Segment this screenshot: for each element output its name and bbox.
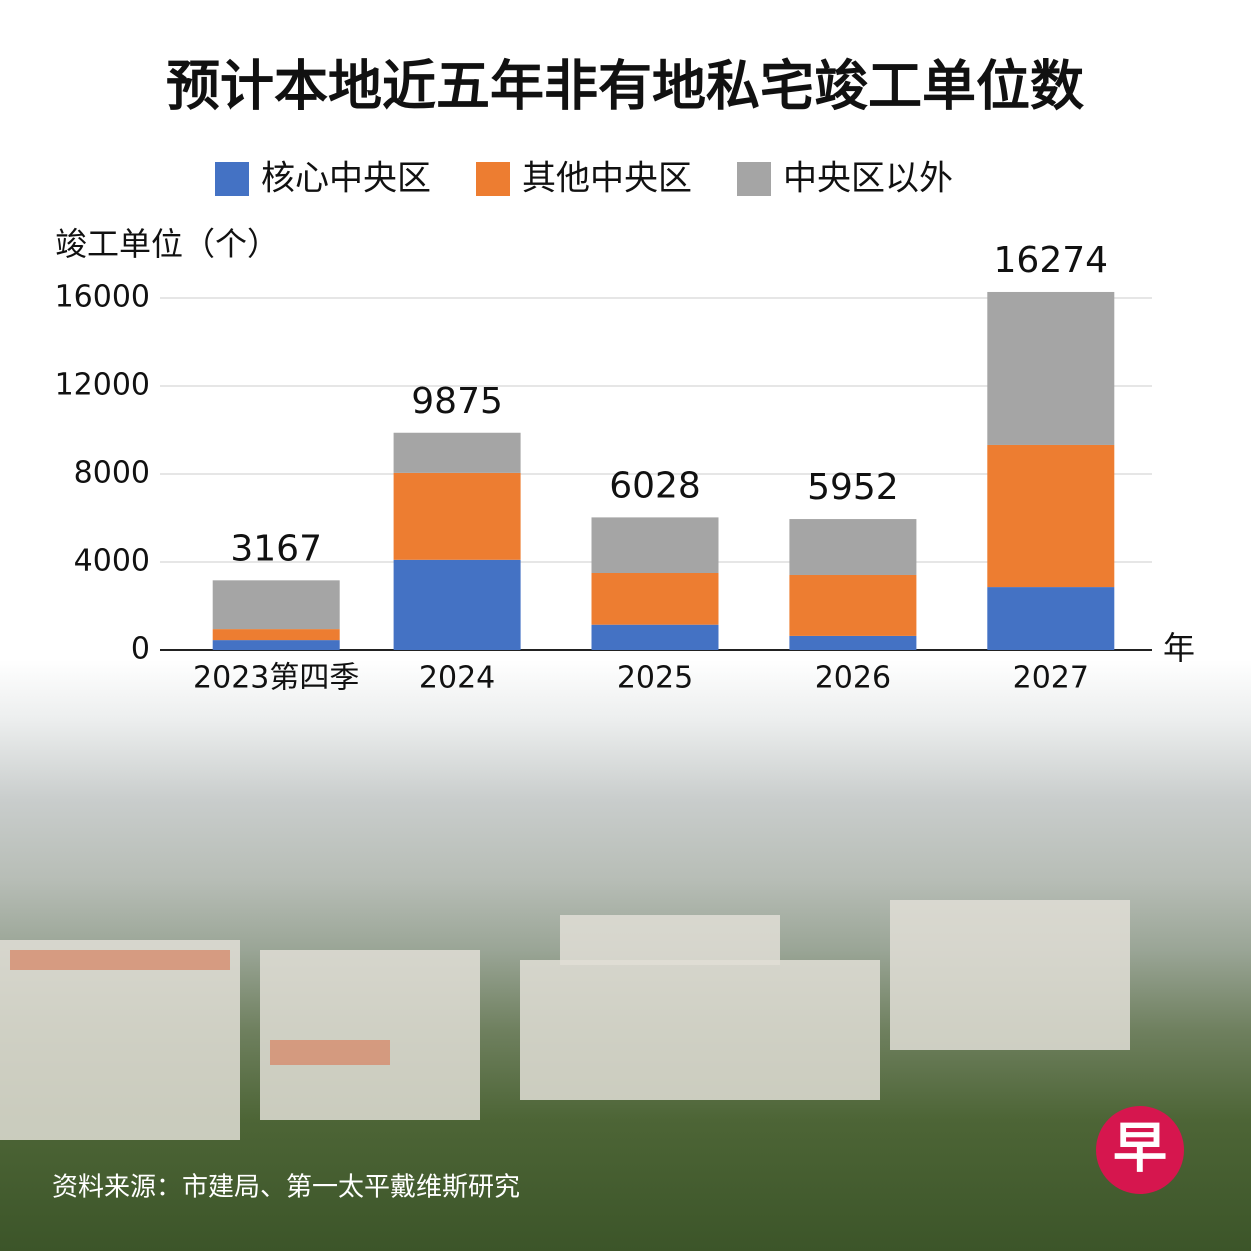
legend-swatch — [476, 162, 510, 196]
x-tick-label: 2024 — [419, 661, 495, 696]
bar-segment — [789, 635, 917, 650]
legend-swatch — [215, 162, 249, 196]
x-tick-label: 2026 — [815, 661, 891, 696]
bar-segment — [591, 517, 719, 573]
bar-segment — [789, 519, 917, 575]
x-axis-label: 年 — [1163, 629, 1195, 667]
bar-segment — [212, 580, 340, 630]
y-tick-label: 12000 — [55, 368, 150, 403]
x-tick-label: 2027 — [1013, 661, 1089, 696]
logo-badge — [1096, 1106, 1184, 1194]
x-tick-label: 2025 — [617, 661, 693, 696]
total-label: 16274 — [994, 240, 1109, 281]
legend-swatch — [737, 162, 771, 196]
y-tick-label: 4000 — [74, 544, 150, 579]
y-tick-label: 8000 — [74, 456, 150, 491]
bar-segment — [987, 444, 1115, 588]
bar-segment — [393, 432, 521, 473]
y-tick-label: 16000 — [55, 280, 150, 315]
legend-label: 其他中央区 — [522, 159, 692, 199]
source-note: 资料来源：市建局、第一太平戴维斯研究 — [52, 1173, 520, 1203]
total-label: 5952 — [807, 467, 899, 508]
total-label: 6028 — [609, 465, 701, 506]
legend-label: 核心中央区 — [261, 159, 431, 199]
bar-segment — [987, 587, 1115, 650]
logo: 早 — [1113, 1117, 1167, 1180]
bar-segment — [393, 472, 521, 560]
bar-segment — [591, 573, 719, 625]
chart-title: 预计本地近五年非有地私宅竣工单位数 — [166, 55, 1084, 118]
bar-segment — [212, 640, 340, 650]
x-tick-label: 2023第四季 — [193, 661, 359, 696]
bar-segment — [789, 574, 917, 636]
y-tick-label: 0 — [131, 632, 150, 667]
bar-segment — [393, 559, 521, 650]
bar-segment — [212, 629, 340, 641]
total-label: 9875 — [411, 381, 503, 422]
bar-segment — [591, 624, 719, 650]
bar-segment — [987, 291, 1115, 445]
total-label: 3167 — [230, 528, 322, 569]
y-axis-label: 竣工单位（个） — [55, 225, 279, 263]
legend-label: 中央区以外 — [783, 159, 953, 199]
